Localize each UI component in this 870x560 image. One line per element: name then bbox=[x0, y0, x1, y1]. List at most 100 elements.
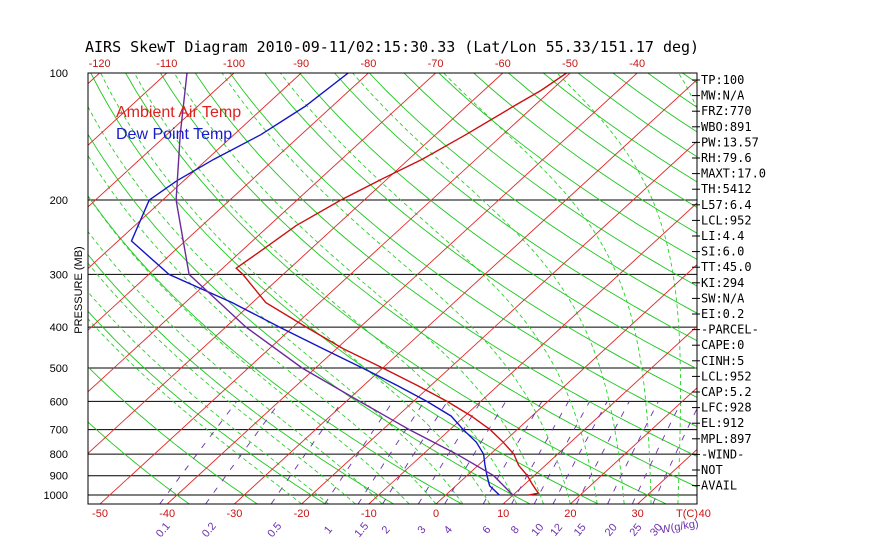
isotherm-line bbox=[0, 73, 32, 504]
top-temp-tick-label: -60 bbox=[495, 58, 511, 70]
mixing-ratio-line bbox=[444, 401, 507, 504]
stat-value: RH:79.6 bbox=[701, 151, 752, 165]
isotherm-line bbox=[88, 73, 369, 331]
dry-adiabat bbox=[88, 310, 326, 504]
plot-frame bbox=[87, 72, 698, 505]
moist-adiabat bbox=[88, 230, 383, 504]
mixing-ratio-tick-label: 12 bbox=[548, 522, 565, 539]
dry-adiabat bbox=[334, 73, 697, 342]
stat-value: AVAIL bbox=[701, 479, 737, 493]
isotherm-line bbox=[99, 73, 571, 504]
dry-adiabat bbox=[403, 73, 697, 287]
stat-value: KI:294 bbox=[701, 276, 744, 290]
dry-adiabat bbox=[473, 73, 697, 234]
mixing-ratio-tick-label: 0.1 bbox=[154, 520, 173, 539]
pressure-tick-label: 600 bbox=[50, 396, 68, 408]
dry-adiabat bbox=[88, 421, 190, 504]
dry-adiabat bbox=[88, 195, 463, 504]
dry-adiabat bbox=[88, 253, 394, 504]
mixing-ratio-tick-label: 10 bbox=[529, 522, 546, 539]
pressure-tick-label: 200 bbox=[50, 195, 68, 207]
series-line-parcel bbox=[175, 73, 514, 496]
pressure-tick-label: 900 bbox=[50, 471, 68, 483]
mixing-ratio-tick-label: 20 bbox=[603, 522, 620, 539]
stat-value: L57:6.4 bbox=[701, 198, 752, 212]
dry-adiabat bbox=[194, 73, 697, 457]
dry-adiabat bbox=[787, 73, 870, 504]
mixing-ratio-tick-label: 1.5 bbox=[352, 520, 371, 539]
top-temp-tick-label: -40 bbox=[629, 58, 645, 70]
series-line-ambient-air-temp bbox=[235, 73, 567, 496]
mixing-ratio-tick-label: 0.2 bbox=[200, 520, 219, 539]
stat-value: MAXT:17.0 bbox=[701, 167, 766, 181]
mixing-ratio-line bbox=[552, 401, 608, 504]
mixing-ratio-line bbox=[357, 401, 425, 504]
mixing-ratio-line bbox=[533, 401, 591, 504]
isotherm-line bbox=[502, 325, 697, 504]
isotherm-line bbox=[88, 73, 504, 454]
moist-adiabat bbox=[88, 262, 356, 504]
dry-adiabat bbox=[125, 73, 667, 504]
x-axis-unit-label: T(C) bbox=[676, 508, 698, 520]
mixing-ratio-line bbox=[652, 407, 697, 504]
isotherm-line bbox=[570, 387, 697, 504]
stat-value: LFC:928 bbox=[701, 401, 752, 415]
mixing-ratio-unit-label: W(g/kg) bbox=[659, 518, 699, 537]
bottom-temp-tick-label: -30 bbox=[226, 508, 242, 520]
stat-value: MW:N/A bbox=[701, 89, 745, 103]
stat-value: LCL:952 bbox=[701, 369, 752, 383]
isotherm-line bbox=[88, 73, 235, 208]
pressure-tick-label: 700 bbox=[50, 425, 68, 437]
moist-adiabat bbox=[100, 73, 491, 504]
pressure-tick-label: 400 bbox=[50, 322, 68, 334]
isotherm-line bbox=[166, 73, 638, 504]
dry-adiabat bbox=[90, 73, 599, 504]
mixing-ratio-line bbox=[382, 401, 448, 504]
isotherm-line bbox=[435, 264, 697, 504]
moist-adiabat bbox=[221, 73, 571, 504]
stat-value: CAP:5.2 bbox=[701, 385, 752, 399]
mixing-ratio-line bbox=[270, 401, 343, 504]
top-temp-tick-label: -80 bbox=[360, 58, 376, 70]
dry-adiabat bbox=[299, 73, 697, 370]
stat-value: -WIND- bbox=[701, 447, 744, 461]
mixing-ratio-tick-label: 4 bbox=[442, 524, 455, 536]
mixing-ratio-tick-label: 15 bbox=[572, 522, 589, 539]
dry-adiabat bbox=[264, 73, 697, 398]
moist-adiabat bbox=[88, 154, 437, 504]
moist-adiabat bbox=[88, 318, 302, 504]
isotherm-line bbox=[368, 202, 697, 504]
pressure-tick-label: 500 bbox=[50, 363, 68, 375]
series-line-dew-point-temp bbox=[130, 73, 500, 496]
top-temp-tick-label: -50 bbox=[562, 58, 578, 70]
bottom-temp-tick-label: 40 bbox=[699, 508, 711, 520]
mixing-ratio-line bbox=[511, 401, 569, 504]
moist-adiabat bbox=[173, 73, 544, 504]
top-temp-tick-label: -120 bbox=[89, 58, 111, 70]
bottom-temp-tick-label: -10 bbox=[361, 508, 377, 520]
mixing-ratio-line bbox=[205, 401, 281, 504]
stat-value: CINH:5 bbox=[701, 354, 744, 368]
mixing-ratio-tick-label: 25 bbox=[627, 522, 644, 539]
mixing-ratio-line bbox=[576, 401, 630, 504]
stat-value: SW:N/A bbox=[701, 291, 745, 305]
isotherm-line bbox=[839, 73, 870, 504]
stat-value: TT:45.0 bbox=[701, 260, 752, 274]
mixing-ratio-line bbox=[607, 401, 659, 504]
mixing-ratio-line bbox=[417, 401, 482, 504]
top-temp-tick-label: -90 bbox=[293, 58, 309, 70]
pressure-tick-label: 100 bbox=[50, 68, 68, 80]
dry-adiabat bbox=[822, 73, 870, 504]
stat-value: EL:912 bbox=[701, 416, 744, 430]
bottom-temp-tick-label: 10 bbox=[497, 508, 509, 520]
mixing-ratio-tick-label: 3 bbox=[415, 524, 428, 536]
stat-value: -PARCEL- bbox=[701, 323, 759, 337]
mixing-ratio-line bbox=[482, 401, 543, 504]
legend-entry: Dew Point Temp bbox=[116, 126, 232, 143]
bottom-temp-tick-label: -20 bbox=[294, 508, 310, 520]
stat-value: TH:5412 bbox=[701, 182, 752, 196]
top-temp-tick-label: -70 bbox=[428, 58, 444, 70]
moist-adiabat bbox=[352, 73, 625, 504]
pressure-tick-label: 300 bbox=[50, 269, 68, 281]
dry-adiabat bbox=[647, 73, 697, 108]
